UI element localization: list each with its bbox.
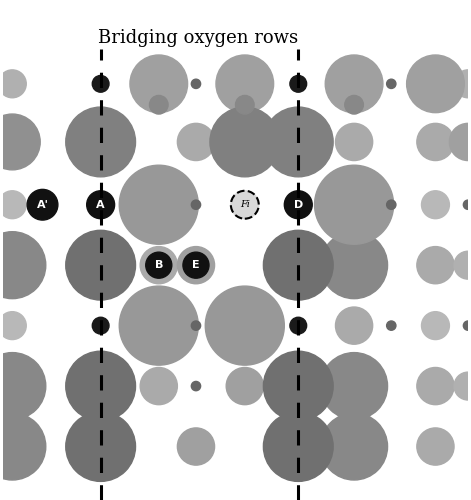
Text: D: D [293, 200, 303, 209]
Text: Bridging oxygen rows: Bridging oxygen rows [98, 28, 298, 46]
Circle shape [345, 96, 363, 114]
Circle shape [417, 368, 454, 405]
Text: A: A [97, 200, 105, 209]
Circle shape [140, 368, 178, 405]
Circle shape [406, 55, 464, 112]
Circle shape [210, 107, 280, 177]
Circle shape [263, 351, 333, 421]
Circle shape [205, 286, 284, 365]
Text: A': A' [37, 200, 49, 209]
Circle shape [191, 382, 201, 390]
Circle shape [130, 55, 187, 112]
Circle shape [87, 191, 114, 218]
Circle shape [178, 428, 215, 465]
Circle shape [226, 368, 263, 405]
Text: Fi: Fi [240, 200, 250, 209]
Circle shape [92, 76, 109, 92]
Circle shape [140, 246, 178, 284]
Circle shape [335, 124, 373, 160]
Circle shape [0, 312, 26, 340]
Circle shape [92, 318, 109, 334]
Circle shape [263, 107, 333, 177]
Circle shape [66, 351, 136, 421]
Circle shape [321, 232, 388, 298]
Circle shape [422, 191, 449, 218]
Circle shape [0, 191, 26, 218]
Circle shape [231, 191, 259, 218]
Circle shape [191, 321, 201, 330]
Circle shape [463, 200, 471, 209]
Circle shape [290, 76, 307, 92]
Circle shape [178, 124, 215, 160]
Circle shape [66, 230, 136, 300]
Circle shape [321, 413, 388, 480]
Circle shape [417, 246, 454, 284]
Circle shape [0, 413, 46, 480]
Circle shape [236, 96, 254, 114]
Circle shape [27, 190, 58, 220]
Circle shape [387, 321, 396, 330]
Circle shape [454, 251, 471, 279]
Circle shape [387, 200, 396, 209]
Circle shape [178, 246, 215, 284]
Circle shape [284, 191, 312, 218]
Circle shape [183, 252, 209, 278]
Circle shape [417, 124, 454, 160]
Circle shape [290, 318, 307, 334]
Circle shape [0, 232, 46, 298]
Text: B: B [154, 260, 163, 270]
Circle shape [449, 124, 471, 160]
Circle shape [119, 286, 198, 365]
Circle shape [422, 312, 449, 340]
Circle shape [119, 165, 198, 244]
Circle shape [0, 352, 46, 420]
Circle shape [290, 196, 307, 213]
Circle shape [0, 114, 40, 170]
Circle shape [335, 307, 373, 344]
Text: E: E [192, 260, 200, 270]
Circle shape [191, 79, 201, 88]
Circle shape [66, 107, 136, 177]
Circle shape [417, 428, 454, 465]
Circle shape [454, 372, 471, 400]
Circle shape [92, 196, 109, 213]
Circle shape [325, 55, 383, 112]
Circle shape [315, 165, 394, 244]
Circle shape [191, 200, 201, 209]
Circle shape [66, 412, 136, 482]
Circle shape [463, 321, 471, 330]
Circle shape [387, 79, 396, 88]
Circle shape [146, 252, 172, 278]
Circle shape [263, 412, 333, 482]
Circle shape [0, 70, 26, 98]
Circle shape [454, 70, 471, 98]
Circle shape [216, 55, 274, 112]
Circle shape [149, 96, 168, 114]
Circle shape [263, 230, 333, 300]
Circle shape [321, 352, 388, 420]
